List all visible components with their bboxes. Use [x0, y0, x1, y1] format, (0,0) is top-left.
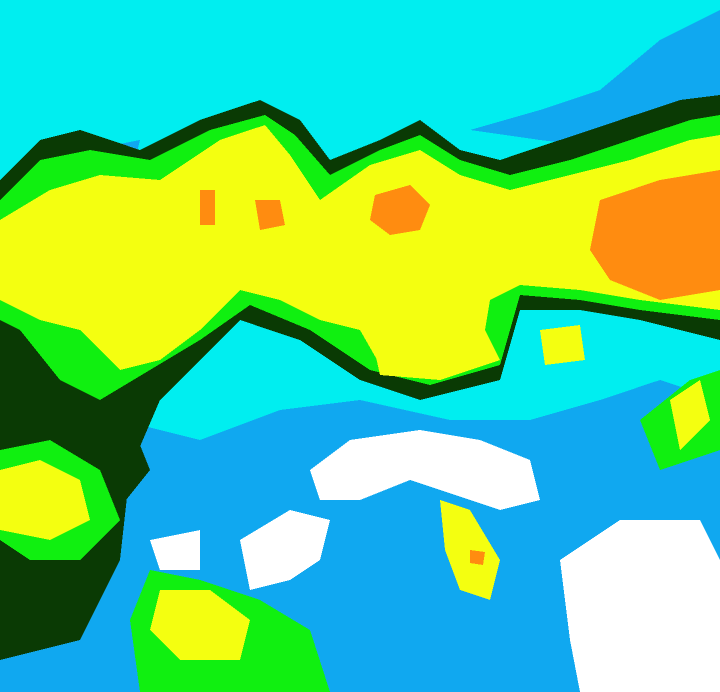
- yellow-region: [670, 380, 710, 450]
- orange-region: [370, 185, 430, 235]
- white-region: [310, 430, 540, 510]
- orange-region: [200, 190, 215, 225]
- yellow-region: [540, 325, 585, 365]
- yellow-region: [150, 590, 250, 660]
- yellow-region: [0, 460, 90, 540]
- orange-region: [470, 550, 485, 565]
- orange-region: [255, 200, 285, 230]
- white-region: [150, 530, 200, 570]
- orange-region: [590, 170, 720, 300]
- yellow-region: [370, 320, 500, 380]
- white-region: [560, 520, 720, 692]
- yellow-region: [0, 125, 720, 375]
- white-region: [240, 510, 330, 590]
